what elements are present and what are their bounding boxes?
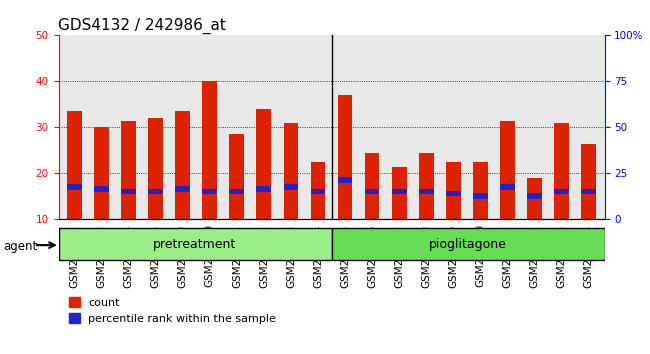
Bar <box>122 120 136 219</box>
Bar <box>581 143 595 219</box>
Bar <box>365 153 380 219</box>
Text: agent: agent <box>3 240 38 252</box>
Bar <box>122 189 136 194</box>
Bar <box>257 109 271 219</box>
Bar <box>526 178 541 219</box>
Bar <box>392 189 406 194</box>
Bar <box>581 189 595 194</box>
Bar <box>337 177 352 183</box>
Bar <box>94 186 109 192</box>
Bar <box>392 166 406 219</box>
Bar <box>473 162 488 219</box>
Bar <box>500 184 515 190</box>
Bar <box>554 123 569 219</box>
Bar <box>94 127 109 219</box>
Bar <box>68 111 82 219</box>
Bar <box>229 134 244 219</box>
Legend: count, percentile rank within the sample: count, percentile rank within the sample <box>64 292 281 328</box>
Bar <box>446 191 461 196</box>
Bar <box>337 95 352 219</box>
FancyBboxPatch shape <box>58 228 332 260</box>
Bar <box>148 118 163 219</box>
Bar <box>526 193 541 199</box>
Bar <box>283 123 298 219</box>
Bar <box>419 189 434 194</box>
Text: pretreatment: pretreatment <box>153 238 237 251</box>
Text: pioglitagone: pioglitagone <box>429 238 507 251</box>
Bar <box>229 189 244 194</box>
FancyBboxPatch shape <box>332 228 604 260</box>
Bar <box>311 162 326 219</box>
Bar <box>365 189 380 194</box>
Bar <box>419 153 434 219</box>
Bar <box>311 189 326 194</box>
Bar <box>176 186 190 192</box>
Bar <box>202 189 217 194</box>
Text: GDS4132 / 242986_at: GDS4132 / 242986_at <box>58 18 226 34</box>
Bar <box>68 184 82 190</box>
Bar <box>202 81 217 219</box>
Bar <box>176 111 190 219</box>
Bar <box>554 189 569 194</box>
Bar <box>446 162 461 219</box>
Bar <box>148 189 163 194</box>
Bar <box>473 193 488 199</box>
Bar <box>257 186 271 192</box>
Bar <box>283 184 298 190</box>
Bar <box>500 120 515 219</box>
